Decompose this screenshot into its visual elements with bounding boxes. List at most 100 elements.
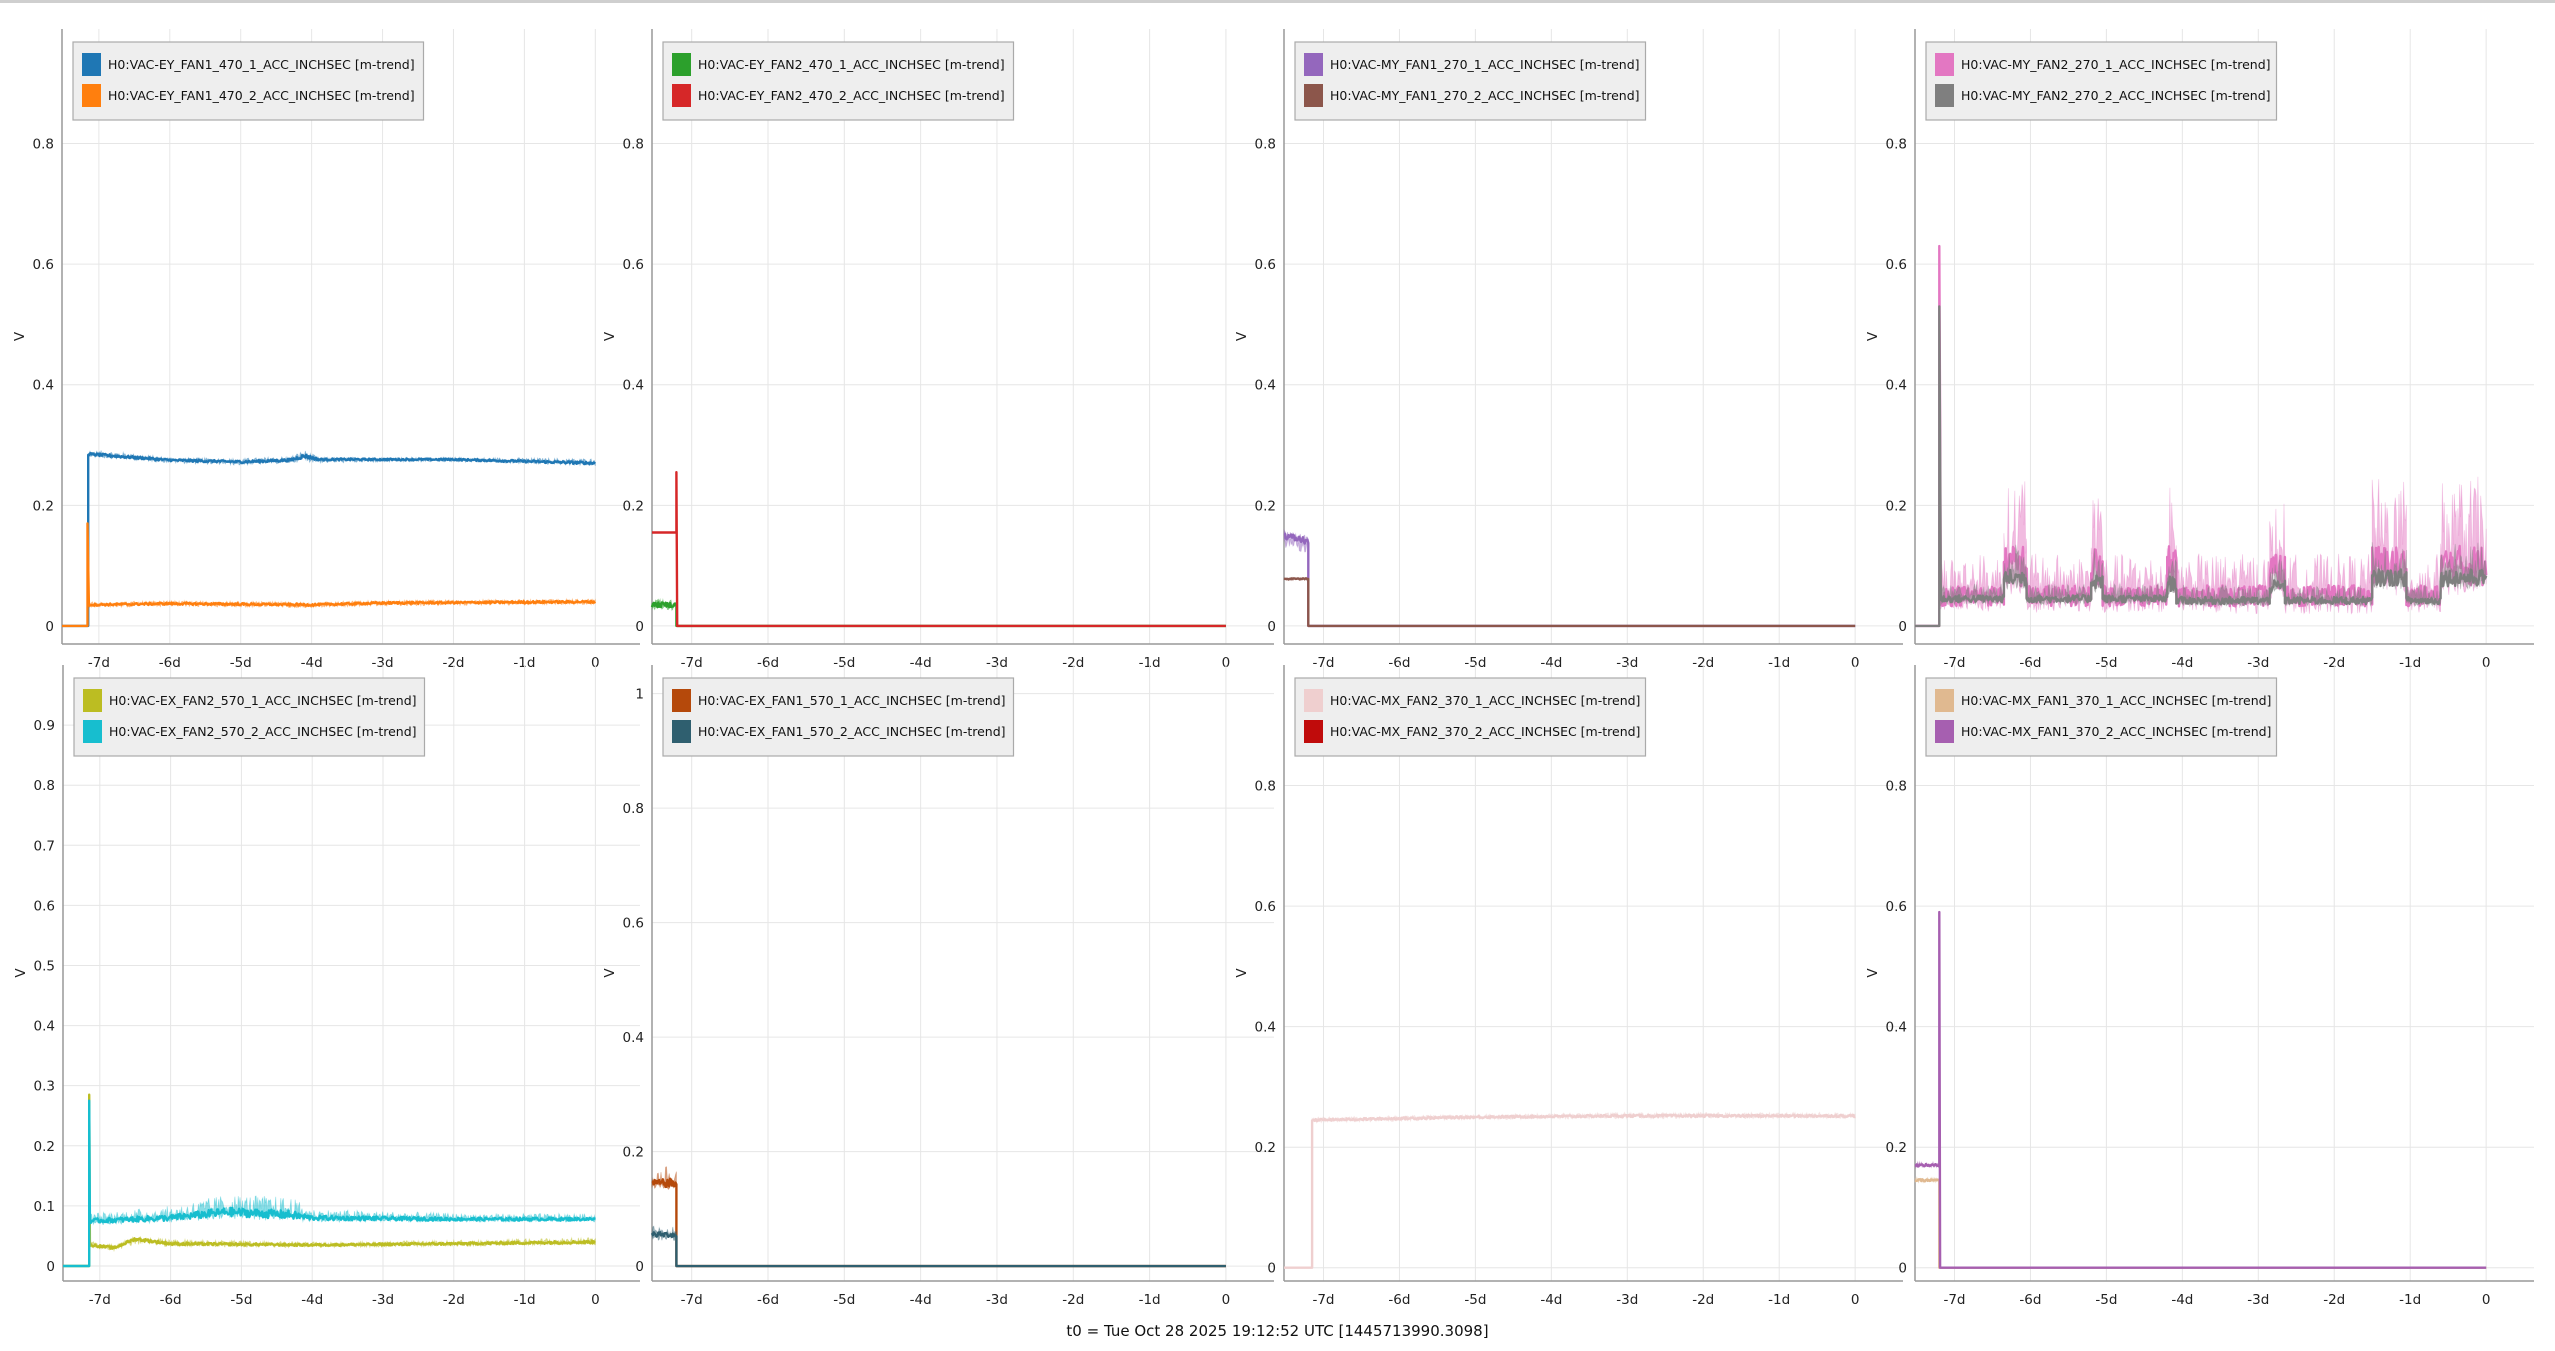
x-tick-label: -6d bbox=[159, 655, 181, 671]
y-tick-label: 0.4 bbox=[623, 1030, 644, 1046]
y-tick-label: 0.8 bbox=[1255, 137, 1276, 153]
series-1 bbox=[1283, 528, 1856, 628]
x-tick-label: -2d bbox=[1692, 655, 1714, 671]
legend: H0:VAC-MX_FAN1_370_1_ACC_INCHSEC [m-tren… bbox=[1925, 677, 2278, 757]
legend-box bbox=[1294, 41, 1647, 121]
y-tick-label: 0.8 bbox=[1255, 779, 1276, 795]
y-axis-label: V bbox=[602, 968, 618, 978]
chart-panel-8[interactable]: -7d -6d -5d -4d -3d -2d -1d 0 0 0.2 0.4 0.6 0.8 V H0:V… bbox=[1865, 665, 2534, 1308]
legend-entry: H0:VAC-MY_FAN1_270_1_ACC_INCHSEC [m-tren… bbox=[1330, 57, 1640, 72]
y-tick-label: 0.2 bbox=[1255, 498, 1276, 514]
series-line bbox=[61, 522, 597, 628]
x-tick-label: -4d bbox=[2171, 655, 2193, 671]
legend-box bbox=[73, 677, 426, 757]
y-tick-label: 0.4 bbox=[33, 378, 54, 394]
series-2 bbox=[651, 471, 1227, 628]
chart-panel-5[interactable]: -7d -6d -5d -4d -3d -2d -1d 0 0 0.1 0.2 0.3 0.4 0.5 0.… bbox=[13, 665, 640, 1308]
y-axis-label: V bbox=[1865, 968, 1881, 978]
series-2 bbox=[1914, 305, 2488, 628]
y-tick-label: 0.2 bbox=[623, 1145, 644, 1161]
x-tick-label: -1d bbox=[513, 655, 535, 671]
legend: H0:VAC-MY_FAN2_270_1_ACC_INCHSEC [m-tren… bbox=[1925, 41, 2278, 121]
y-tick-label: 0.4 bbox=[1886, 378, 1907, 394]
x-tick-label: -1d bbox=[514, 1292, 536, 1308]
legend: H0:VAC-EY_FAN1_470_1_ACC_INCHSEC [m-tren… bbox=[72, 41, 425, 121]
chart-panel-7[interactable]: -7d -6d -5d -4d -3d -2d -1d 0 0 0.2 0.4 0.6 0.8 V H0:V… bbox=[1234, 665, 1903, 1308]
y-axis-label: V bbox=[13, 968, 29, 978]
legend-swatch bbox=[82, 84, 101, 107]
x-tick-label: -1d bbox=[2399, 1292, 2421, 1308]
x-tick-label: -7d bbox=[1943, 655, 1965, 671]
y-axis-label: V bbox=[1865, 331, 1881, 341]
legend-entry: H0:VAC-MY_FAN1_270_2_ACC_INCHSEC [m-tren… bbox=[1330, 88, 1640, 103]
y-tick-label: 0.4 bbox=[623, 378, 644, 394]
y-tick-label: 0 bbox=[635, 1259, 644, 1275]
series-2 bbox=[1914, 910, 2487, 1269]
x-tick-label: 0 bbox=[1222, 655, 1231, 671]
x-tick-label: -5d bbox=[1464, 655, 1486, 671]
x-tick-label: -5d bbox=[833, 1292, 855, 1308]
x-tick-label: -5d bbox=[230, 1292, 252, 1308]
series-1 bbox=[61, 450, 596, 628]
chart-panel-6[interactable]: -7d -6d -5d -4d -3d -2d -1d 0 0 0.2 0.4 0.6 0.8 1 V H0:… bbox=[602, 665, 1274, 1308]
x-tick-label: 0 bbox=[591, 1292, 600, 1308]
x-tick-label: -6d bbox=[1388, 655, 1410, 671]
series-envelope bbox=[1915, 246, 2487, 627]
x-tick-label: -5d bbox=[833, 655, 855, 671]
y-tick-label: 0.4 bbox=[34, 1019, 55, 1035]
y-tick-label: 0.4 bbox=[1886, 1020, 1907, 1036]
x-tick-label: -3d bbox=[1616, 655, 1638, 671]
series-1 bbox=[62, 1093, 596, 1268]
series-line bbox=[1283, 532, 1856, 628]
y-tick-label: 0.1 bbox=[34, 1199, 55, 1215]
x-tick-label: -3d bbox=[986, 655, 1008, 671]
series-1 bbox=[650, 597, 1227, 628]
legend-swatch bbox=[1304, 84, 1323, 107]
series-envelope bbox=[1284, 1110, 1856, 1269]
series-1 bbox=[651, 1166, 1227, 1268]
legend-box bbox=[662, 677, 1015, 757]
y-tick-label: 0.6 bbox=[1886, 257, 1907, 273]
x-tick-label: -4d bbox=[1540, 1292, 1562, 1308]
series-envelope bbox=[1914, 1175, 2487, 1269]
legend: H0:VAC-MY_FAN1_270_1_ACC_INCHSEC [m-tren… bbox=[1294, 41, 1647, 121]
window-top-border bbox=[0, 0, 2555, 3]
series-1 bbox=[1914, 1175, 2487, 1269]
y-tick-label: 0 bbox=[1267, 1261, 1276, 1277]
legend-entry: H0:VAC-MY_FAN2_270_2_ACC_INCHSEC [m-tren… bbox=[1961, 88, 2271, 103]
series-envelope bbox=[1283, 528, 1856, 627]
x-tick-label: 0 bbox=[1851, 655, 1860, 671]
chart-panel-1[interactable]: -7d -6d -5d -4d -3d -2d -1d 0 0 0.2 0.4 0.6 0.8 V H0:V… bbox=[12, 29, 640, 671]
x-tick-label: -2d bbox=[1692, 1292, 1714, 1308]
y-tick-label: 0 bbox=[45, 619, 54, 635]
legend-swatch bbox=[1304, 53, 1323, 76]
y-tick-label: 0.6 bbox=[34, 898, 55, 914]
y-tick-label: 0.2 bbox=[623, 498, 644, 514]
y-tick-label: 0.4 bbox=[1255, 1020, 1276, 1036]
y-tick-label: 0.2 bbox=[34, 1139, 55, 1155]
series-line bbox=[1914, 305, 2488, 628]
series-line bbox=[1283, 577, 1856, 628]
chart-panel-4[interactable]: -7d -6d -5d -4d -3d -2d -1d 0 0 0.2 0.4 0.6 0.8 V H0:V… bbox=[1865, 29, 2534, 671]
legend-swatch bbox=[82, 53, 101, 76]
chart-panel-3[interactable]: -7d -6d -5d -4d -3d -2d -1d 0 0 0.2 0.4 0.6 0.8 V H0:V… bbox=[1234, 29, 1903, 671]
legend-entry: H0:VAC-MX_FAN1_370_1_ACC_INCHSEC [m-tren… bbox=[1961, 693, 2271, 708]
series-line bbox=[650, 1231, 1227, 1268]
x-tick-label: -3d bbox=[372, 655, 394, 671]
legend-swatch bbox=[1935, 689, 1954, 712]
x-tick-label: -4d bbox=[1540, 655, 1562, 671]
x-tick-label: -2d bbox=[443, 1292, 465, 1308]
legend: H0:VAC-EX_FAN2_570_1_ACC_INCHSEC [m-tren… bbox=[73, 677, 426, 757]
x-tick-label: -6d bbox=[757, 1292, 779, 1308]
chart-panel-2[interactable]: -7d -6d -5d -4d -3d -2d -1d 0 0 0.2 0.4 0.6 0.8 V H0:V… bbox=[602, 29, 1274, 671]
x-tick-label: 0 bbox=[2482, 1292, 2491, 1308]
legend-entry: H0:VAC-EX_FAN2_570_2_ACC_INCHSEC [m-tren… bbox=[109, 724, 417, 739]
y-tick-label: 0.6 bbox=[1255, 899, 1276, 915]
series-2 bbox=[61, 522, 597, 628]
series-line bbox=[1283, 1113, 1856, 1269]
legend-box bbox=[662, 41, 1015, 121]
series-2 bbox=[62, 1099, 596, 1268]
legend-entry: H0:VAC-EX_FAN2_570_1_ACC_INCHSEC [m-tren… bbox=[109, 693, 417, 708]
x-tick-label: -6d bbox=[2019, 655, 2041, 671]
y-tick-label: 0 bbox=[1267, 619, 1276, 635]
